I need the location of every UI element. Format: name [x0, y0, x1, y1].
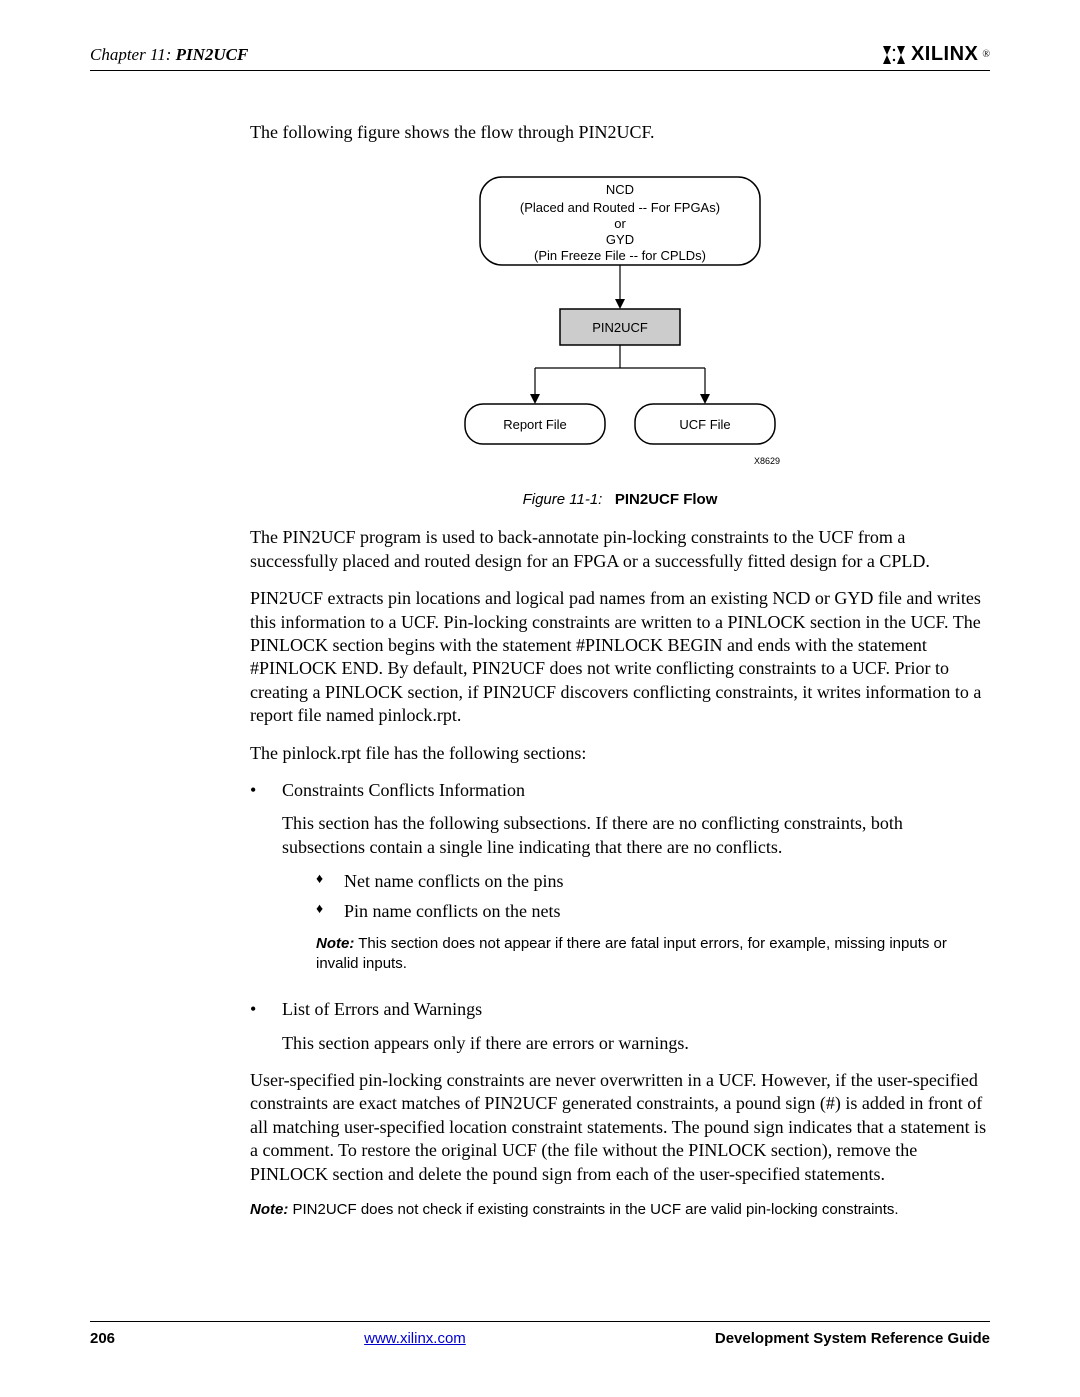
figure-ref-id: X8629 — [754, 456, 780, 466]
note-label: Note: — [250, 1201, 288, 1218]
bullet-desc: This section appears only if there are e… — [282, 1032, 990, 1055]
logo-text: XILINX — [911, 43, 978, 66]
page-footer: 206 www.xilinx.com Development System Re… — [90, 1321, 990, 1347]
list-item: • Constraints Conflicts Information This… — [250, 779, 990, 988]
bullet-title: List of Errors and Warnings — [282, 998, 990, 1021]
process-label: PIN2UCF — [592, 320, 648, 335]
paragraph-2: PIN2UCF extracts pin locations and logic… — [250, 587, 990, 727]
input-line-1: NCD — [606, 182, 634, 197]
chapter-label: Chapter 11: PIN2UCF — [90, 45, 248, 65]
list-item: • List of Errors and Warnings This secti… — [250, 998, 990, 1055]
figure-flow: NCD (Placed and Routed -- For FPGAs) or … — [250, 172, 990, 508]
bullet-icon: • — [250, 998, 262, 1055]
bullet-list: • Constraints Conflicts Information This… — [250, 779, 990, 1055]
paragraph-3: The pinlock.rpt file has the following s… — [250, 742, 990, 765]
figure-caption-label: Figure 11-1: — [523, 491, 603, 508]
page-number: 206 — [90, 1330, 115, 1347]
note-block: Note: This section does not appear if th… — [316, 934, 990, 975]
diamond-icon: ♦ — [316, 899, 328, 923]
figure-caption-title: PIN2UCF Flow — [615, 491, 718, 508]
bullet-icon: • — [250, 779, 262, 988]
footer-guide-title: Development System Reference Guide — [715, 1330, 990, 1347]
bullet-desc: This section has the following subsectio… — [282, 812, 990, 859]
paragraph-1: The PIN2UCF program is used to back-anno… — [250, 526, 990, 573]
final-note: Note: PIN2UCF does not check if existing… — [250, 1200, 990, 1220]
arrowhead-left — [530, 394, 540, 404]
bullet-content: Constraints Conflicts Information This s… — [282, 779, 990, 988]
bullet-content: List of Errors and Warnings This section… — [282, 998, 990, 1055]
chapter-title: PIN2UCF — [176, 45, 249, 64]
diamond-icon: ♦ — [316, 869, 328, 893]
sub-list-item: ♦ Pin name conflicts on the nets — [316, 899, 990, 923]
footer-link[interactable]: www.xilinx.com — [364, 1330, 466, 1347]
input-line-3: or — [614, 216, 626, 231]
arrowhead-right — [700, 394, 710, 404]
chapter-prefix: Chapter 11: — [90, 45, 171, 64]
input-line-4: GYD — [606, 232, 634, 247]
input-line-2: (Placed and Routed -- For FPGAs) — [520, 200, 720, 215]
figure-caption: Figure 11-1: PIN2UCF Flow — [250, 491, 990, 508]
flowchart-svg: NCD (Placed and Routed -- For FPGAs) or … — [420, 172, 820, 472]
intro-paragraph: The following figure shows the flow thro… — [250, 121, 990, 144]
sub-list-item: ♦ Net name conflicts on the pins — [316, 869, 990, 893]
xilinx-logo-icon — [881, 44, 907, 66]
arrowhead-1 — [615, 299, 625, 309]
page: Chapter 11: PIN2UCF XILINX ® The followi… — [0, 0, 1080, 1397]
note-label: Note: — [316, 935, 354, 952]
xilinx-logo: XILINX ® — [881, 43, 990, 66]
input-line-5: (Pin Freeze File -- for CPLDs) — [534, 248, 706, 263]
sub-text: Pin name conflicts on the nets — [344, 899, 560, 923]
page-header: Chapter 11: PIN2UCF XILINX ® — [90, 43, 990, 71]
sub-text: Net name conflicts on the pins — [344, 869, 563, 893]
note-text: This section does not appear if there ar… — [316, 935, 947, 972]
paragraph-4: User-specified pin-locking constraints a… — [250, 1069, 990, 1186]
sub-bullet-list: ♦ Net name conflicts on the pins ♦ Pin n… — [316, 869, 990, 924]
main-content: The following figure shows the flow thro… — [250, 121, 990, 1220]
output-left-label: Report File — [503, 417, 567, 432]
bullet-title: Constraints Conflicts Information — [282, 779, 990, 802]
output-right-label: UCF File — [679, 417, 730, 432]
logo-registered-icon: ® — [982, 49, 990, 60]
note-text: PIN2UCF does not check if existing const… — [293, 1201, 899, 1218]
